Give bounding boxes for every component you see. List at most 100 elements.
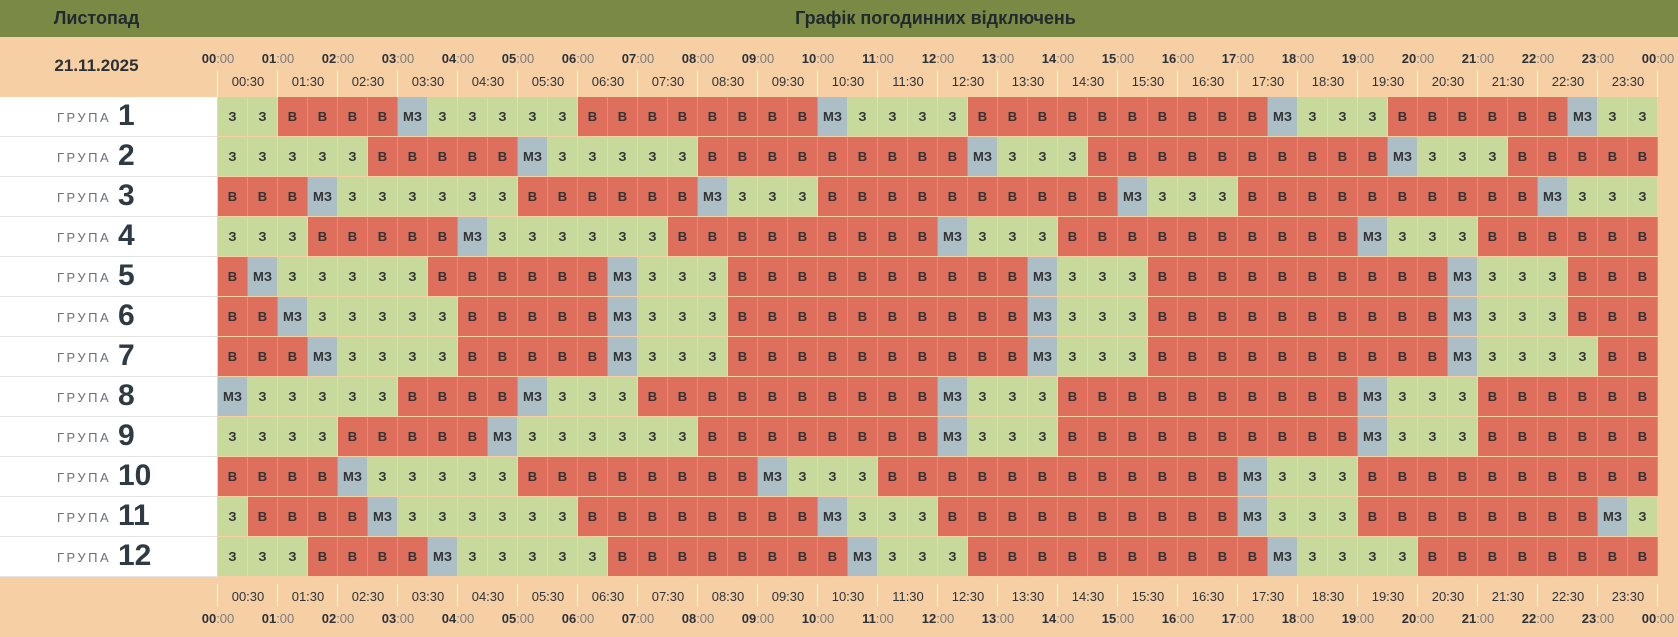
maybe-outage-cell: МЗ [1538, 177, 1568, 216]
outage-cell: В [218, 297, 248, 336]
outage-cell: В [818, 217, 848, 256]
outage-cell: В [1328, 297, 1358, 336]
outage-cell: В [1388, 337, 1418, 376]
outage-cell: В [1148, 377, 1178, 416]
outage-cell: В [668, 457, 698, 496]
power-on-cell: З [278, 257, 308, 296]
power-on-cell: З [458, 97, 488, 136]
power-on-cell: З [428, 337, 458, 376]
outage-cell: В [308, 217, 338, 256]
outage-cell: В [1508, 497, 1538, 536]
outage-cell: В [398, 377, 428, 416]
outage-cell: В [1238, 217, 1268, 256]
outage-cell: В [1268, 177, 1298, 216]
outage-cell: В [818, 257, 848, 296]
outage-cell: В [1298, 217, 1328, 256]
outage-cell: В [1268, 257, 1298, 296]
outage-cell: В [1028, 457, 1058, 496]
maybe-outage-cell: МЗ [698, 177, 728, 216]
outage-cell: В [998, 97, 1028, 136]
power-on-cell: З [668, 337, 698, 376]
outage-cell: В [518, 337, 548, 376]
outage-cell: В [638, 537, 668, 576]
power-on-cell: З [248, 537, 278, 576]
half-hour-label: 02:30 [351, 74, 385, 89]
outage-cell: В [1478, 217, 1508, 256]
hour-divider [1657, 584, 1658, 606]
outage-cell: В [1238, 177, 1268, 216]
outage-cell: В [1238, 337, 1268, 376]
maybe-outage-cell: МЗ [278, 297, 308, 336]
power-on-cell: З [368, 177, 398, 216]
power-on-cell: З [548, 497, 578, 536]
outage-cell: В [728, 377, 758, 416]
outage-cell: В [1538, 217, 1568, 256]
outage-cell: В [1328, 337, 1358, 376]
group-row: З З З В В В В В МЗ З З З З З З В В В В В В В В В МЗ З З З В В В В В В В В В В… [218, 217, 1658, 257]
outage-cell: В [338, 417, 368, 456]
outage-cell: В [1208, 457, 1238, 496]
outage-cell: В [848, 217, 878, 256]
outage-cell: В [1418, 537, 1448, 576]
half-hour-label: 04:30 [471, 74, 505, 89]
outage-cell: В [968, 457, 998, 496]
power-on-cell: З [698, 337, 728, 376]
outage-cell: В [728, 137, 758, 176]
power-on-cell: З [248, 377, 278, 416]
outage-cell: В [1538, 497, 1568, 536]
power-on-cell: З [968, 417, 998, 456]
outage-cell: В [1418, 457, 1448, 496]
hour-divider [697, 584, 698, 606]
power-on-cell: З [1058, 137, 1088, 176]
outage-cell: В [758, 537, 788, 576]
group-label: ГРУПА 11 [0, 497, 217, 537]
outage-cell: В [818, 377, 848, 416]
hour-divider [1057, 70, 1058, 97]
hour-label: 07:00 [621, 51, 655, 66]
outage-cell: В [848, 177, 878, 216]
power-on-cell: З [968, 377, 998, 416]
outage-cell: В [1508, 217, 1538, 256]
outage-cell: В [818, 137, 848, 176]
power-on-cell: З [1028, 377, 1058, 416]
hour-divider [337, 70, 338, 97]
outage-cell: В [1148, 537, 1178, 576]
maybe-outage-cell: МЗ [218, 377, 248, 416]
outage-cell: В [698, 497, 728, 536]
power-on-cell: З [368, 377, 398, 416]
maybe-outage-cell: МЗ [518, 137, 548, 176]
outage-cell: В [1358, 337, 1388, 376]
outage-cell: В [668, 177, 698, 216]
hour-label: 18:00 [1281, 611, 1315, 626]
outage-cell: В [458, 257, 488, 296]
power-on-cell: З [728, 177, 758, 216]
outage-cell: В [548, 457, 578, 496]
outage-cell: В [908, 217, 938, 256]
power-on-cell: З [308, 417, 338, 456]
outage-cell: В [1598, 457, 1628, 496]
half-hour-label: 13:30 [1011, 589, 1045, 604]
hour-divider [637, 584, 638, 606]
outage-cell: В [1298, 257, 1328, 296]
outage-cell: В [1208, 377, 1238, 416]
power-on-cell: З [338, 337, 368, 376]
outage-cell: В [578, 297, 608, 336]
power-on-cell: З [308, 377, 338, 416]
outage-cell: В [908, 337, 938, 376]
outage-cell: В [878, 217, 908, 256]
half-hour-label: 06:30 [591, 589, 625, 604]
outage-cell: В [278, 97, 308, 136]
hour-label: 16:00 [1161, 611, 1195, 626]
maybe-outage-cell: МЗ [1448, 297, 1478, 336]
outage-cell: В [788, 417, 818, 456]
outage-cell: В [1178, 457, 1208, 496]
power-on-cell: З [878, 97, 908, 136]
power-on-cell: З [1448, 377, 1478, 416]
outage-cell: В [1388, 297, 1418, 336]
hour-divider [757, 584, 758, 606]
outage-cell: В [398, 217, 428, 256]
hour-label: 23:00 [1581, 51, 1615, 66]
outage-cell: В [1598, 297, 1628, 336]
outage-cell: В [1268, 217, 1298, 256]
maybe-outage-cell: МЗ [1028, 297, 1058, 336]
